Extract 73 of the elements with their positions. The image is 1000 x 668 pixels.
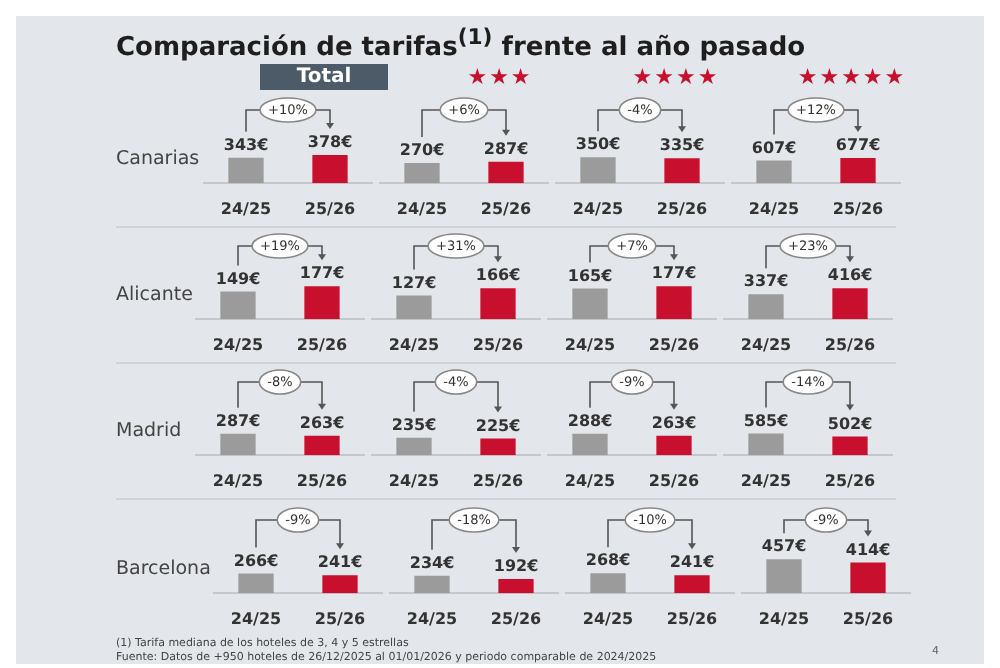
data-label: 263€ xyxy=(299,413,346,432)
x-tick-label: 24/25 xyxy=(212,471,265,490)
x-tick-label: 25/26 xyxy=(649,335,701,354)
x-tick-label: 24/25 xyxy=(565,335,617,354)
data-label: 241€ xyxy=(670,552,716,571)
x-tick-label: 25/26 xyxy=(667,608,719,627)
data-label: 177€ xyxy=(300,264,346,283)
x-tick-label: 25/26 xyxy=(648,471,701,490)
data-label: 234€ xyxy=(410,552,456,571)
data-label: 263€ xyxy=(651,413,698,432)
data-label: 287€ xyxy=(482,140,529,158)
data-label: 235€ xyxy=(391,415,438,434)
x-tick-label: 25/26 xyxy=(824,471,877,490)
x-tick-label: 24/25 xyxy=(572,199,624,218)
x-tick-label: 24/25 xyxy=(388,471,441,490)
x-tick-label: 24/25 xyxy=(748,199,800,218)
data-label: 225€ xyxy=(475,416,522,435)
text: Madrid xyxy=(116,420,184,442)
text: Barcelona xyxy=(116,557,211,579)
x-tick-label: 25/26 xyxy=(656,199,708,218)
x-tick-label: 25/26 xyxy=(825,335,877,354)
x-tick-label: 25/26 xyxy=(297,335,349,354)
text: Canarias xyxy=(116,148,200,170)
text: Comparación de tarifas$^{(1)}$ frente al año pasado xyxy=(116,24,806,63)
data-label: 149€ xyxy=(216,269,262,288)
x-tick-label: 24/25 xyxy=(396,199,448,218)
data-label: 127€ xyxy=(392,273,438,292)
text: ★★★★★ xyxy=(797,64,907,90)
data-label: 268€ xyxy=(586,550,632,569)
x-tick-label: 25/26 xyxy=(843,608,895,627)
x-tick-label: 24/25 xyxy=(759,608,811,627)
x-tick-label: 24/25 xyxy=(740,471,793,490)
x-tick-label: 25/26 xyxy=(480,199,532,218)
x-tick-label: 24/25 xyxy=(389,335,441,354)
data-label: 378€ xyxy=(306,133,353,152)
x-tick-label: 24/25 xyxy=(741,335,793,354)
x-tick-label: 25/26 xyxy=(832,199,884,218)
data-label: 166€ xyxy=(476,266,522,285)
x-tick-label: 24/25 xyxy=(564,471,617,490)
data-label: 335€ xyxy=(658,136,705,155)
text: Total xyxy=(260,64,388,90)
data-label: 414€ xyxy=(846,539,892,558)
data-label: 350€ xyxy=(574,135,621,154)
data-label: 270€ xyxy=(398,141,445,160)
data-label: 502€ xyxy=(827,414,874,433)
data-label: 266€ xyxy=(234,550,280,569)
data-label: 241€ xyxy=(318,552,364,571)
data-label: 337€ xyxy=(744,272,790,291)
data-label: 416€ xyxy=(828,266,874,285)
data-label: 677€ xyxy=(834,136,881,155)
x-tick-label: 25/26 xyxy=(491,608,543,627)
data-label: 177€ xyxy=(652,264,698,283)
x-tick-label: 25/26 xyxy=(473,335,525,354)
data-label: 585€ xyxy=(743,411,790,430)
x-tick-label: 25/26 xyxy=(304,199,356,218)
text: ★★★ xyxy=(467,64,533,90)
x-tick-label: 24/25 xyxy=(213,335,265,354)
text: Alicante xyxy=(116,284,193,306)
x-tick-label: 24/25 xyxy=(231,608,283,627)
data-label: 457€ xyxy=(762,536,808,555)
data-label: 165€ xyxy=(568,266,614,285)
x-tick-label: 24/25 xyxy=(583,608,635,627)
x-tick-label: 25/26 xyxy=(315,608,367,627)
data-label: 287€ xyxy=(215,412,262,430)
data-label: 343€ xyxy=(222,135,269,154)
x-tick-label: 24/25 xyxy=(220,199,272,218)
data-label: 288€ xyxy=(567,411,614,430)
text: ★★★★ xyxy=(632,64,720,90)
x-tick-label: 25/26 xyxy=(296,471,349,490)
x-tick-label: 25/26 xyxy=(472,471,525,490)
x-tick-label: 24/25 xyxy=(407,608,459,627)
data-label: 607€ xyxy=(750,138,797,157)
data-label: 192€ xyxy=(494,556,540,575)
